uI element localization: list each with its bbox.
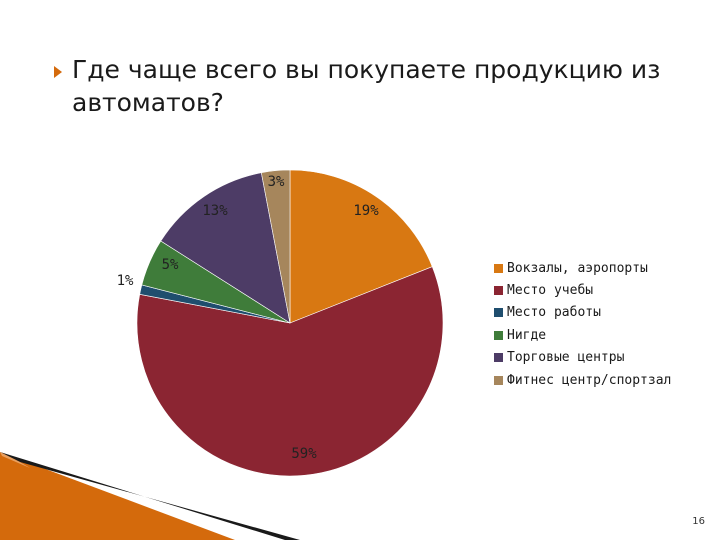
legend-label: Торговые центры — [507, 350, 625, 366]
slice-data-label: 59% — [291, 446, 317, 462]
legend-label: Место работы — [507, 305, 601, 321]
slice-data-label: 19% — [353, 203, 379, 219]
legend-label: Место учебы — [507, 283, 594, 299]
slice-data-label: 3% — [268, 174, 285, 190]
legend-item: Место учебы — [494, 279, 671, 301]
page-number: 16 — [692, 516, 705, 527]
bullet-arrow-icon — [54, 66, 62, 78]
chart-legend: Вокзалы, аэропорты Место учебы Место работ… — [494, 257, 671, 391]
legend-swatch — [494, 330, 503, 340]
pie-slice — [289, 169, 433, 324]
slice-data-label: 13% — [202, 203, 228, 219]
legend-swatch — [494, 375, 503, 385]
legend-item: Фитнес центр/спортзал — [494, 369, 671, 391]
legend-item: Вокзалы, аэропорты — [494, 257, 671, 279]
legend-label: Вокзалы, аэропорты — [507, 260, 648, 276]
pie-slice — [136, 266, 444, 477]
slice-data-label: 5% — [162, 257, 179, 273]
slice-data-label: 1% — [117, 273, 134, 289]
legend-swatch — [494, 286, 503, 296]
legend-swatch — [494, 308, 503, 318]
legend-label: Нигде — [507, 327, 547, 343]
slide-title: Где чаще всего вы покупаете продукцию из… — [72, 55, 661, 117]
pie-slice — [260, 169, 291, 324]
legend-item: Нигде — [494, 324, 671, 346]
legend-item: Место работы — [494, 302, 671, 324]
pie-slice — [160, 172, 291, 324]
legend-swatch — [494, 353, 503, 363]
legend-swatch — [494, 263, 503, 273]
legend-item: Торговые центры — [494, 347, 671, 369]
legend-label: Фитнес центр/спортзал — [507, 372, 672, 388]
